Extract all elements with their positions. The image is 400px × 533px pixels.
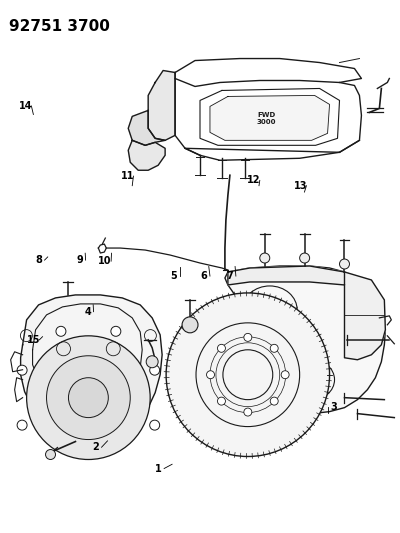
Circle shape: [111, 326, 121, 336]
Circle shape: [17, 365, 27, 375]
Circle shape: [244, 408, 252, 416]
Circle shape: [46, 356, 130, 440]
Circle shape: [27, 336, 150, 459]
Text: 1: 1: [155, 464, 162, 473]
Circle shape: [300, 253, 310, 263]
Circle shape: [340, 259, 350, 269]
Polygon shape: [128, 140, 165, 170]
Text: 12: 12: [247, 175, 260, 185]
Circle shape: [68, 378, 108, 417]
Polygon shape: [344, 272, 385, 360]
Text: 14: 14: [19, 101, 32, 111]
Circle shape: [56, 326, 66, 336]
Circle shape: [281, 371, 289, 379]
Polygon shape: [228, 266, 344, 285]
Circle shape: [146, 356, 158, 368]
Circle shape: [166, 293, 330, 456]
Circle shape: [218, 344, 226, 352]
Text: 7: 7: [226, 271, 233, 281]
Circle shape: [218, 397, 226, 405]
Polygon shape: [21, 295, 162, 434]
Circle shape: [46, 449, 56, 459]
Circle shape: [260, 253, 270, 263]
Circle shape: [206, 371, 214, 379]
Circle shape: [270, 397, 278, 405]
Circle shape: [150, 365, 160, 375]
Text: 2: 2: [92, 442, 99, 452]
Circle shape: [182, 317, 198, 333]
Polygon shape: [225, 266, 385, 414]
Text: 9: 9: [76, 255, 83, 265]
Text: 10: 10: [98, 256, 112, 266]
Text: 15: 15: [27, 335, 40, 345]
Circle shape: [244, 333, 252, 341]
Circle shape: [150, 420, 160, 430]
Text: 92751 3700: 92751 3700: [9, 19, 110, 34]
Text: 13: 13: [294, 181, 307, 191]
Circle shape: [270, 344, 278, 352]
Text: 8: 8: [35, 255, 42, 265]
Polygon shape: [128, 110, 165, 146]
Polygon shape: [210, 95, 330, 140]
Circle shape: [17, 420, 27, 430]
Text: 5: 5: [171, 271, 178, 281]
Text: 3: 3: [330, 402, 337, 413]
Text: 4: 4: [84, 306, 91, 317]
Polygon shape: [148, 70, 175, 140]
Text: 11: 11: [121, 171, 134, 181]
Text: FWD
3000: FWD 3000: [257, 112, 276, 125]
Text: 6: 6: [201, 271, 207, 281]
